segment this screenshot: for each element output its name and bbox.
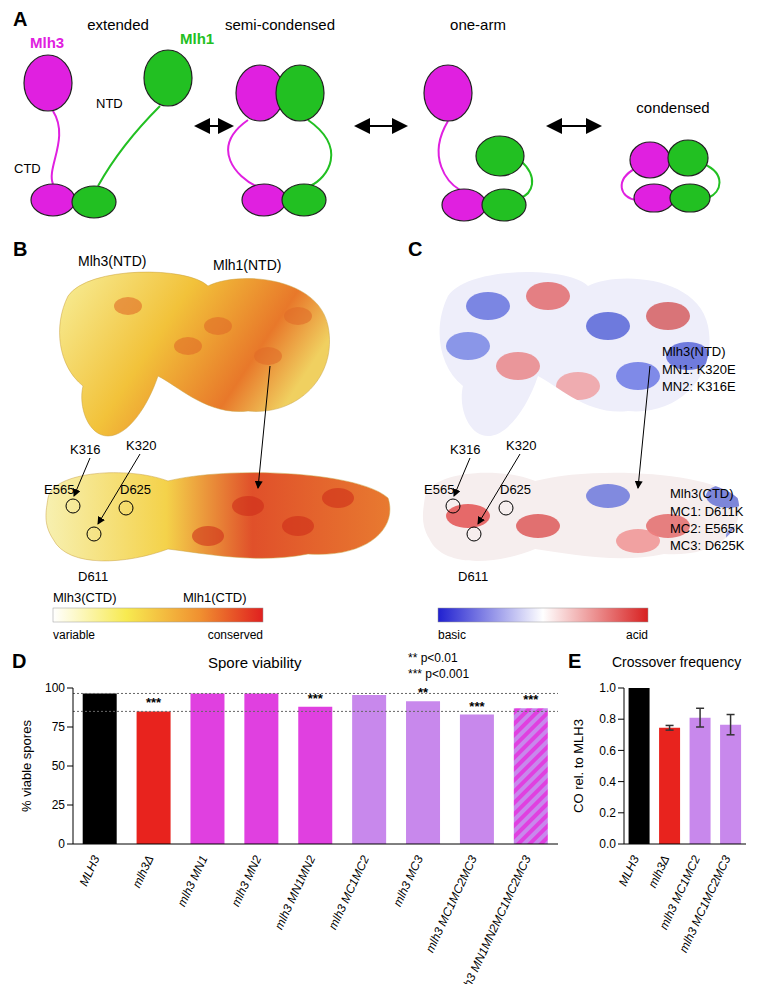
svg-text:Mlh1(CTD): Mlh1(CTD) (183, 590, 247, 605)
svg-text:0: 0 (58, 837, 65, 851)
svg-text:K320: K320 (126, 438, 156, 453)
svg-text:0.2: 0.2 (599, 806, 616, 820)
html-text:*** p<0.001: *** p<0.001 (408, 667, 470, 681)
svg-text:mlh3Δ: mlh3Δ (645, 853, 672, 890)
svg-text:Mlh1(NTD): Mlh1(NTD) (213, 257, 281, 273)
svg-text:***: *** (469, 699, 485, 714)
svg-text:1.0: 1.0 (599, 681, 616, 695)
svg-text:***: *** (523, 692, 539, 707)
svg-text:75: 75 (52, 720, 66, 734)
svg-text:MLH3: MLH3 (76, 853, 102, 888)
svg-text:NTD: NTD (96, 96, 123, 111)
svg-text:B: B (13, 238, 27, 260)
svg-text:condensed: condensed (636, 99, 709, 116)
svg-text:K316: K316 (70, 442, 100, 457)
svg-text:mlh3 MN1: mlh3 MN1 (175, 853, 211, 908)
svg-text:mlh3 MN1MN2: mlh3 MN1MN2 (272, 853, 319, 932)
svg-text:mlh3 MC1MC2MC3: mlh3 MC1MC2MC3 (676, 853, 733, 955)
svg-text:mlh3 MN1MN2MC1MC2MC3: mlh3 MN1MN2MC1MC2MC3 (455, 853, 534, 984)
svg-text:extended: extended (87, 16, 149, 33)
svg-text:Mlh1: Mlh1 (180, 30, 214, 47)
svg-text:0.8: 0.8 (599, 712, 616, 726)
svg-text:semi-condensed: semi-condensed (225, 16, 335, 33)
svg-text:D625: D625 (120, 482, 151, 497)
svg-text:conserved: conserved (208, 628, 263, 642)
svg-text:mlh3Δ: mlh3Δ (129, 853, 156, 890)
svg-text:Mlh3(NTD): Mlh3(NTD) (78, 253, 146, 269)
svg-text:D611: D611 (78, 569, 108, 584)
svg-text:Mlh3(CTD): Mlh3(CTD) (53, 590, 117, 605)
svg-text:E565: E565 (424, 482, 454, 497)
svg-text:A: A (13, 8, 27, 30)
html-text:Crossover frequency: Crossover frequency (612, 654, 742, 670)
svg-text:D625: D625 (500, 482, 531, 497)
svg-text:Mlh3(NTD): Mlh3(NTD) (662, 344, 726, 359)
svg-text:CTD: CTD (14, 161, 41, 176)
svg-text:MC1: D611K: MC1: D611K (670, 504, 744, 519)
svg-text:CO rel. to MLH3: CO rel. to MLH3 (571, 719, 586, 813)
svg-text:E565: E565 (44, 482, 74, 497)
svg-text:mlh3 MC1MC2: mlh3 MC1MC2 (326, 853, 373, 932)
svg-text:100: 100 (45, 681, 65, 695)
svg-text:0.0: 0.0 (599, 837, 616, 851)
svg-text:Mlh3: Mlh3 (30, 34, 64, 51)
svg-text:% viable spores: % viable spores (19, 720, 34, 812)
svg-text:variable: variable (53, 628, 95, 642)
svg-text:0.6: 0.6 (599, 744, 616, 758)
svg-text:Mlh3(CTD): Mlh3(CTD) (670, 486, 734, 501)
svg-text:C: C (408, 238, 422, 260)
svg-text:***: *** (308, 691, 324, 706)
svg-text:MN1: K320E: MN1: K320E (662, 362, 736, 377)
svg-text:MLH3: MLH3 (616, 853, 642, 888)
svg-text:**: ** (418, 685, 429, 700)
svg-text:50: 50 (52, 759, 66, 773)
svg-text:MC3: D625K: MC3: D625K (670, 538, 745, 553)
html-text:D: D (12, 650, 27, 672)
svg-text:K320: K320 (506, 438, 536, 453)
svg-text:mlh3 MC1MC2MC3: mlh3 MC1MC2MC3 (423, 853, 480, 955)
svg-text:K316: K316 (450, 442, 480, 457)
html-text:** p<0.01: ** p<0.01 (408, 651, 458, 665)
html-text:E: E (568, 650, 582, 672)
svg-text:mlh3 MC3: mlh3 MC3 (390, 853, 426, 909)
html-text:Spore viability: Spore viability (208, 654, 302, 671)
svg-text:0.4: 0.4 (599, 775, 616, 789)
svg-text:mlh3 MN2: mlh3 MN2 (229, 853, 265, 909)
svg-text:MC2: E565K: MC2: E565K (670, 521, 744, 536)
svg-text:basic: basic (438, 628, 466, 642)
svg-text:MN2: K316E: MN2: K316E (662, 379, 736, 394)
svg-text:***: *** (146, 695, 162, 710)
svg-text:one-arm: one-arm (450, 16, 506, 33)
svg-text:acid: acid (626, 628, 648, 642)
svg-text:D611: D611 (458, 569, 488, 584)
svg-text:25: 25 (52, 798, 66, 812)
